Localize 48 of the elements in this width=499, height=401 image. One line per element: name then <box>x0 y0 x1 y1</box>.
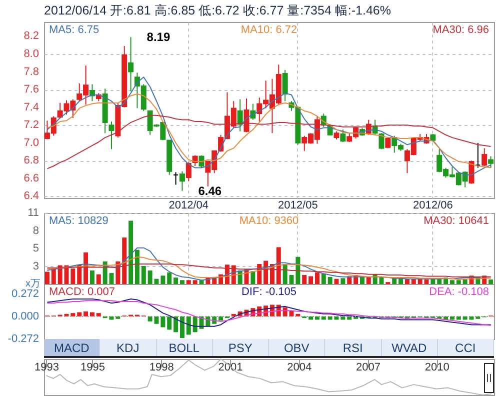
y-tick-label: 7.0 <box>24 136 39 149</box>
text: RSI <box>325 339 382 356</box>
x-tick-label: 2012/06 <box>413 200 453 212</box>
x-tick-label: 1995 <box>80 362 105 374</box>
y-tick-label: 7.8 <box>24 66 39 78</box>
y-tick-label: 6.4 <box>24 190 39 202</box>
chart-title: 2012/06/14 开:6.81 高:6.85 低:6.72 收:6.77 量:7354 幅:-1.46% <box>44 2 391 18</box>
y-tick-label: 7.6 <box>24 84 39 96</box>
y-tick-label: 3 <box>32 260 39 272</box>
text: MA5: 10829 <box>49 215 108 227</box>
text: MACD <box>44 339 100 356</box>
x-tick-label: 2007 <box>356 362 380 374</box>
y-axis-title: x万 <box>26 278 40 290</box>
y-tick-label: 11 <box>28 207 39 219</box>
y-tick-label: 0.000 <box>11 310 39 322</box>
x-tick-label: 1993 <box>34 362 60 374</box>
y-tick-label: 8.0 <box>24 48 39 60</box>
text: MA10: 6.72 <box>240 24 298 36</box>
annotation: 6.46 <box>198 184 222 198</box>
y-tick-label: 5 <box>32 242 39 254</box>
x-tick-label: 2012/04 <box>168 200 209 212</box>
y-tick-label: 0.272 <box>11 288 39 300</box>
y-tick-label: 6.6 <box>24 172 39 184</box>
text: KDJ <box>100 339 156 356</box>
text: PSY <box>212 339 269 356</box>
text: MA30: 6.96 <box>432 24 489 36</box>
series-label: DIF: -0.105 <box>241 286 297 298</box>
y-tick-label: 8 <box>32 224 39 237</box>
annotation: 8.19 <box>146 30 170 44</box>
y-tick-label: 7.4 <box>24 101 39 114</box>
series-label: MACD: 0.007 <box>49 286 116 298</box>
y-tick-label: 7.2 <box>24 119 39 132</box>
y-tick-label: 6.8 <box>24 154 39 167</box>
x-tick-label: 2001 <box>218 362 243 374</box>
series-label: DEA: -0.108 <box>429 286 489 298</box>
y-tick-label: 8.2 <box>24 30 39 42</box>
text: BOLL <box>156 339 213 356</box>
y-tick-label: -0.272 <box>8 333 39 345</box>
x-tick-label: 2012/05 <box>278 200 318 212</box>
x-tick-label: 2010 <box>424 362 450 374</box>
text: MA30: 10641 <box>424 215 489 227</box>
text: CCI <box>438 339 494 356</box>
x-tick-label: 1998 <box>149 362 174 374</box>
text: MA10: 9360 <box>239 215 299 227</box>
x-tick-label: 2004 <box>287 362 312 374</box>
text: MA5: 6.75 <box>49 24 100 36</box>
text: WVAD <box>382 339 438 356</box>
text: OBV <box>269 339 326 356</box>
